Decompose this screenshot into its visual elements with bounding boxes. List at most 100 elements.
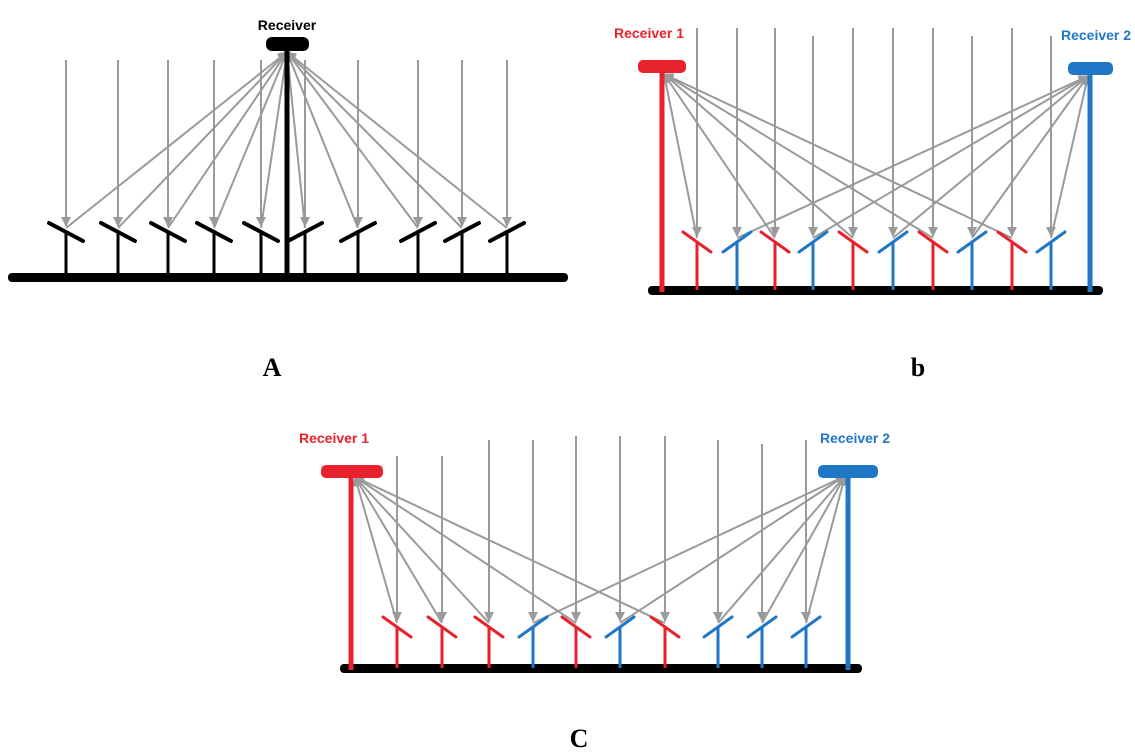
panel-b-heliostat <box>797 230 829 290</box>
panel-c-reflected-ray <box>805 475 848 624</box>
panel-c-heliostat <box>702 615 734 668</box>
panel-a-heliostat-mirror <box>488 221 526 243</box>
panel-b-caption: b <box>911 353 925 382</box>
panel-c-heliostat <box>604 615 636 668</box>
panel-b-heliostat <box>1035 230 1067 290</box>
panel-a-reflected-ray <box>286 51 463 229</box>
panel-b-receiver-1 <box>638 60 686 73</box>
panel-b-heliostat-mirror <box>877 230 909 254</box>
panel-c-reflected-ray <box>354 476 443 624</box>
panel-a-heliostat-mirror <box>47 221 85 243</box>
panel-c-reflected-ray <box>717 475 846 624</box>
panel-b-reflected-ray <box>812 75 1089 239</box>
panel-a-heliostat <box>195 221 233 276</box>
panel-b-reflected-ray <box>663 73 1013 239</box>
panel-b-heliostat-mirror <box>681 230 713 254</box>
panel-c-heliostat-mirror <box>473 615 505 639</box>
panel-a-reflected-ray <box>65 51 288 229</box>
panel-c-heliostat <box>790 615 822 668</box>
panel-a-heliostats <box>47 221 526 276</box>
panel-c-heliostat-mirror <box>517 615 549 639</box>
panel-a-heliostat <box>242 221 280 276</box>
panel-a-heliostat-mirror <box>339 221 377 243</box>
panel-c-reflected-ray <box>761 475 846 624</box>
panel-a-heliostat-mirror <box>149 221 187 243</box>
panel-b-heliostat-mirror <box>759 230 791 254</box>
panel-a-reflected-ray <box>286 51 419 229</box>
panel-b-receiver-2-label: Receiver 2 <box>1061 27 1131 43</box>
panel-a-heliostat <box>286 221 324 276</box>
panel-c-heliostat <box>560 615 592 668</box>
panel-c-reflected-ray <box>354 476 490 624</box>
panel-b-heliostat <box>996 230 1028 290</box>
panel-c-reflected-ray <box>352 476 398 624</box>
panel-b-reflected-ray <box>736 75 1089 239</box>
panel-a-heliostat-mirror <box>99 221 137 243</box>
panel-c-heliostat <box>426 615 458 668</box>
panel-c-heliostat-mirror <box>426 615 458 639</box>
panel-b-heliostat-mirror <box>917 230 949 254</box>
panel-a-reflected-ray <box>117 51 288 229</box>
panel-a-heliostat <box>339 221 377 276</box>
panel-c-heliostat <box>473 615 505 668</box>
panel-a-receiver <box>266 37 309 51</box>
panel-b-rays <box>660 28 1091 239</box>
panel-a-reflected-ray <box>286 51 508 229</box>
panel-c-heliostat-mirror <box>702 615 734 639</box>
panel-c-reflected-ray <box>532 475 846 624</box>
panel-b-reflected-ray <box>663 73 854 239</box>
panel-b-receiver-2 <box>1068 62 1113 75</box>
panel-a-heliostat-mirror <box>399 221 437 243</box>
panel-a-heliostat <box>399 221 437 276</box>
panel-c-heliostat <box>517 615 549 668</box>
panel-c-heliostat-mirror <box>649 615 681 639</box>
panel-b-reflected-ray <box>1050 75 1091 239</box>
panel-b-reflected-ray <box>663 73 776 239</box>
panel-c-heliostat-mirror <box>790 615 822 639</box>
panel-c-heliostat <box>649 615 681 668</box>
panel-a-reflected-ray <box>282 51 306 229</box>
panel-b-heliostat <box>917 230 949 290</box>
panel-a-heliostat-mirror <box>443 221 481 243</box>
panel-c-reflected-ray <box>354 476 666 624</box>
panel-b-heliostat <box>759 230 791 290</box>
panel-b-heliostat-mirror <box>797 230 829 254</box>
panel-c-heliostats <box>381 615 822 668</box>
panel-b-heliostat-mirror <box>996 230 1028 254</box>
panel-b-heliostat-mirror <box>1035 230 1067 254</box>
panel-a-rays <box>61 51 512 229</box>
panel-a-heliostat <box>149 221 187 276</box>
panel-a-heliostat <box>443 221 481 276</box>
panel-c-reflected-ray <box>354 476 577 624</box>
panel-b-reflected-ray <box>971 75 1089 239</box>
panel-b-heliostat <box>681 230 713 290</box>
panel-c-receiver-1 <box>321 465 383 478</box>
panel-a-heliostat-mirror <box>242 221 280 243</box>
panel-b-heliostat-mirror <box>721 230 753 254</box>
panel-c-receiver-2-label: Receiver 2 <box>820 430 890 446</box>
panel-a-reflected-ray <box>285 51 359 229</box>
panel-a-heliostat <box>99 221 137 276</box>
panel-c-receiver-2 <box>818 465 878 478</box>
panel-a-heliostat <box>47 221 85 276</box>
panel-c: Receiver 1 Receiver 2 C <box>299 430 890 753</box>
panel-c-heliostat-mirror <box>560 615 592 639</box>
panel-b-reflected-ray <box>663 73 934 239</box>
panel-a-receiver-label: Receiver <box>258 17 317 33</box>
panel-c-receiver-1-label: Receiver 1 <box>299 430 369 446</box>
panel-c-heliostat-mirror <box>746 615 778 639</box>
panel-b-heliostat-mirror <box>837 230 869 254</box>
panel-b-reflected-ray <box>892 75 1089 239</box>
panel-b-ground <box>648 286 1103 295</box>
panel-b-heliostat-mirror <box>956 230 988 254</box>
panel-a-reflected-ray <box>260 51 291 229</box>
panel-a-reflected-ray <box>213 51 289 229</box>
panel-c-caption: C <box>570 724 589 753</box>
panel-b-heliostat <box>721 230 753 290</box>
panel-b-heliostat <box>837 230 869 290</box>
panel-c-reflected-ray <box>619 475 846 624</box>
panel-a-caption: A <box>263 353 282 382</box>
panel-b-heliostat <box>877 230 909 290</box>
panel-c-rays <box>352 436 848 624</box>
